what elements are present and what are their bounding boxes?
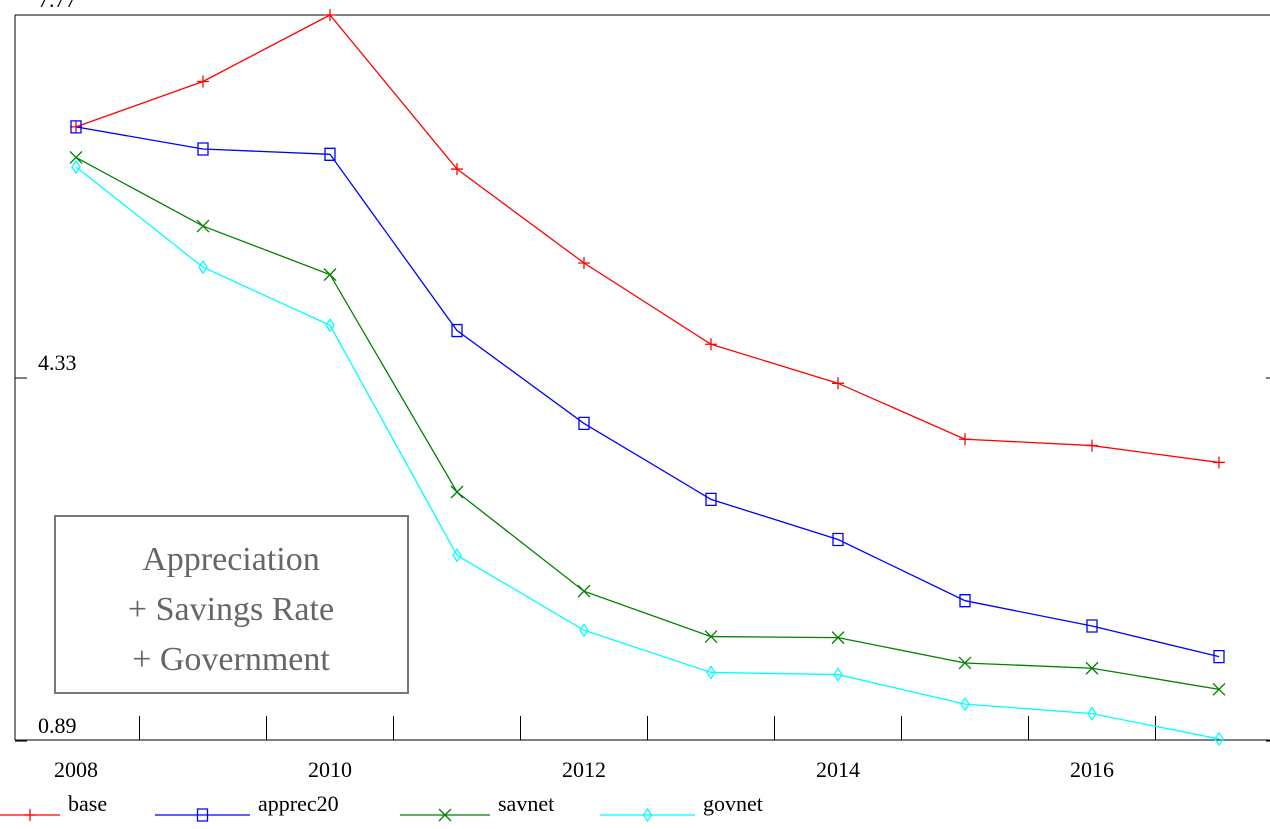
x-tick-label: 2008 — [54, 757, 98, 782]
x-tick-label: 2012 — [562, 757, 606, 782]
marker — [831, 631, 845, 645]
marker — [1086, 619, 1098, 633]
marker — [197, 75, 209, 88]
marker — [1214, 731, 1224, 747]
legend-marker — [196, 808, 209, 822]
series-line — [75, 14, 1220, 464]
marker — [197, 142, 209, 156]
series-line — [75, 166, 1220, 740]
legend-marker — [642, 807, 653, 823]
x-tick-label: 2014 — [816, 757, 860, 782]
marker — [1087, 706, 1097, 721]
legend-label: apprec20 — [258, 791, 339, 816]
marker — [198, 260, 208, 275]
marker — [323, 268, 337, 282]
legend-marker — [24, 809, 36, 821]
marker — [705, 338, 717, 351]
marker — [833, 667, 843, 682]
series-line — [75, 126, 1220, 658]
marker — [1212, 682, 1226, 696]
marker — [577, 584, 591, 598]
marker — [452, 548, 462, 563]
marker — [325, 318, 335, 333]
x-tick-label: 2010 — [308, 757, 352, 782]
marker — [832, 532, 844, 547]
x-tick-label: 2016 — [1070, 757, 1114, 782]
marker — [959, 594, 971, 608]
annotation-text: + Savings Rate — [128, 591, 334, 628]
marker — [706, 665, 716, 680]
marker — [958, 656, 972, 670]
marker — [1085, 661, 1099, 675]
y-tick-label: 4.33 — [38, 350, 77, 375]
marker — [1213, 456, 1225, 469]
y-tick-label: 7.77 — [38, 0, 77, 12]
y-tick-label: 0.89 — [38, 713, 77, 738]
legend-label: govnet — [703, 791, 763, 816]
marker — [960, 696, 970, 712]
marker — [1213, 649, 1225, 664]
marker — [71, 159, 81, 175]
marker — [450, 485, 464, 499]
marker — [832, 377, 844, 390]
marker — [70, 120, 82, 134]
marker — [579, 623, 589, 638]
marker — [959, 433, 971, 446]
legend-label: savnet — [498, 791, 554, 816]
marker — [1086, 439, 1098, 452]
marker — [578, 416, 590, 431]
marker — [69, 151, 83, 164]
marker — [451, 323, 463, 338]
marker — [578, 256, 590, 269]
marker — [705, 492, 717, 507]
legend-label: base — [68, 791, 107, 816]
annotation-text: Appreciation — [142, 541, 320, 578]
marker — [70, 120, 82, 133]
marker — [324, 9, 336, 21]
legend-marker — [438, 808, 452, 822]
marker — [324, 147, 336, 161]
marker — [451, 163, 463, 176]
series-line — [75, 156, 1220, 690]
annotation-text: + Government — [132, 641, 330, 678]
marker — [196, 219, 210, 233]
annotation-box — [54, 515, 409, 694]
marker — [704, 630, 718, 644]
